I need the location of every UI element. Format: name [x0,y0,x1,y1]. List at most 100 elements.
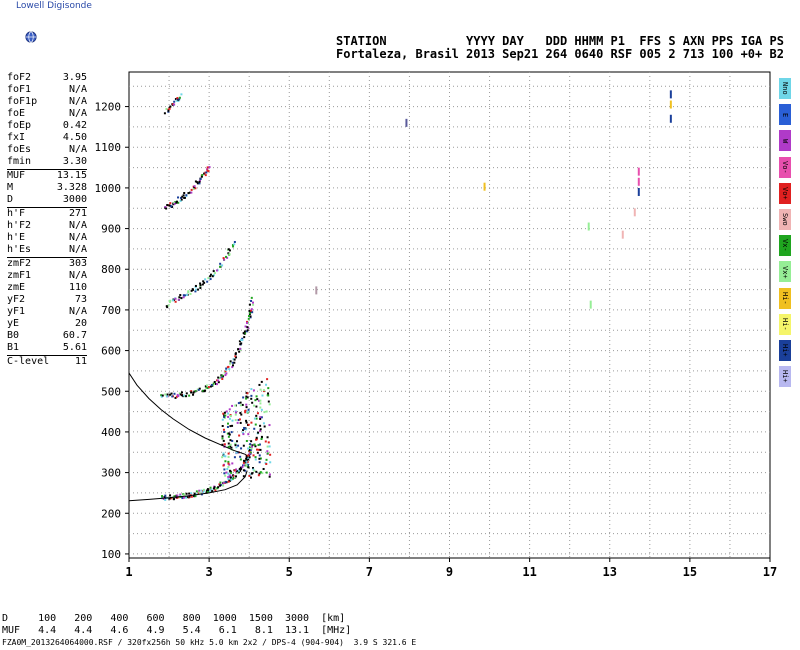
density-profile-line [128,372,248,457]
echo-point [196,388,199,391]
echo-point [182,296,185,299]
echo-point [245,421,248,424]
echo-point [265,471,268,474]
echo-point [202,491,205,494]
param-separator [7,168,87,170]
echo-point [248,303,251,306]
echo-point [227,252,230,255]
echo-point [228,368,231,371]
echo-point [245,397,248,400]
echo-point [240,342,243,345]
echo-point [212,382,215,385]
echo-point [204,174,207,177]
echo-point [637,167,640,176]
echo-point [221,437,224,440]
echo-point [233,469,236,472]
y-tick-label: 900 [101,223,121,236]
echo-point [266,452,269,455]
echo-point [229,439,232,442]
echo-point [181,195,184,198]
param-value: N/A [68,306,87,317]
param-value: 60.7 [62,330,87,341]
echo-point [177,395,180,398]
echo-point [246,326,249,329]
echo-point [245,456,248,459]
echo-point [259,388,262,391]
param-row: C-level 11 [7,356,87,368]
param-row: foF2 3.95 [7,72,87,84]
echo-point [164,206,167,209]
echo-point [185,392,188,395]
echo-point [190,188,193,191]
echo-point [263,425,266,428]
param-value: 110 [68,282,87,293]
echo-point [189,191,192,194]
echo-point [161,394,164,397]
echo-point [315,286,318,295]
echo-point [259,406,262,409]
param-key: yF2 [7,294,26,305]
echo-point [249,315,252,318]
echo-point [253,404,256,407]
echo-point [255,438,258,441]
echo-point [242,464,245,467]
echo-point [199,282,202,285]
echo-point [246,461,249,464]
echo-point [230,478,233,481]
echo-point [237,469,240,472]
echo-point [213,272,216,275]
echo-point [238,350,241,353]
param-row: h'Es N/A [7,244,87,256]
echo-point [221,418,224,421]
echo-point [255,395,258,398]
echo-point [223,416,226,419]
param-row: D 3000 [7,194,87,206]
echo-point [257,474,260,477]
echo-point [229,362,232,365]
echo-point [170,497,173,500]
echo-point [206,387,209,390]
echo-point [226,425,229,428]
echo-point [215,383,218,386]
echo-point [174,98,177,101]
echo-point [405,118,408,127]
echo-point [173,202,176,205]
echo-point [194,290,197,293]
echo-point [227,460,230,463]
echo-point [210,383,213,386]
echo-point [253,417,256,420]
echo-point [254,423,257,426]
echo-point [589,300,592,309]
echo-point [206,491,209,494]
echo-point [233,240,236,243]
echo-point [178,96,181,99]
echo-point [169,105,172,108]
legend-tag: Hi+ Nno [779,340,791,361]
echo-point [168,107,171,110]
echo-point [198,179,201,182]
echo-point [205,171,208,174]
echo-point [242,459,245,462]
echo-point [258,443,261,446]
echo-point [194,187,197,190]
echo-point [229,425,232,428]
echo-point [246,392,249,395]
echo-point [223,468,226,471]
echo-point [165,305,168,308]
echo-point [253,427,256,430]
echo-point [247,458,250,461]
echo-point [201,174,204,177]
echo-point [239,343,242,346]
echo-point [185,293,188,296]
echo-point [234,413,237,416]
echo-point [228,463,231,466]
legend-tag: E [779,104,791,126]
echo-point [246,459,249,462]
echo-point [232,364,235,367]
echo-point [223,443,226,446]
echo-point [246,463,249,466]
echo-point [227,412,230,415]
echo-point [207,489,210,492]
echo-point [200,489,203,492]
echo-point [238,434,241,437]
